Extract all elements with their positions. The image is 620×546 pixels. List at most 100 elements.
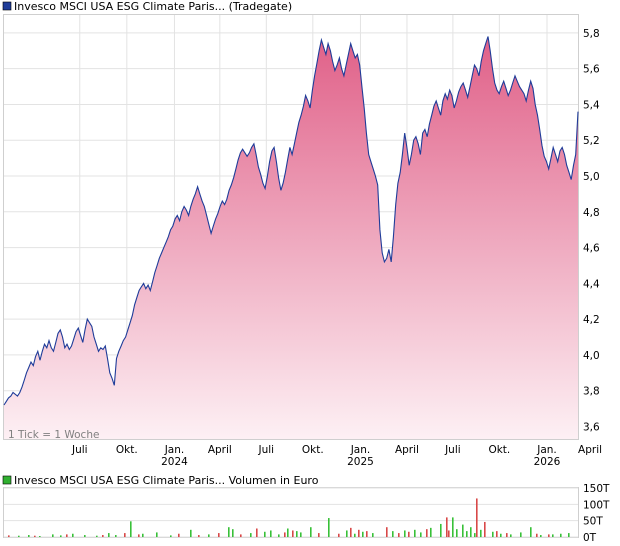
volume-bar — [430, 527, 432, 537]
volume-y-axis: 0T 50T 100T 150T — [583, 483, 610, 544]
volume-y-tick-label: 100T — [583, 499, 610, 511]
volume-bar — [510, 534, 512, 537]
volume-bar — [318, 533, 320, 537]
volume-bar — [354, 533, 356, 537]
volume-bar — [500, 533, 502, 537]
volume-bar — [60, 535, 62, 537]
volume-y-tick-label: 50T — [583, 516, 603, 528]
volume-bar — [466, 531, 468, 537]
volume-bar — [296, 531, 298, 537]
volume-bar — [568, 533, 570, 537]
volume-bar — [476, 498, 478, 537]
volume-bar — [218, 533, 220, 537]
volume-bar — [456, 529, 458, 537]
volume-bar — [84, 535, 86, 537]
volume-bar — [72, 533, 74, 537]
volume-bar — [350, 527, 352, 537]
price-y-tick-label: 5,6 — [583, 64, 600, 76]
volume-bar — [338, 533, 340, 537]
volume-bar — [156, 532, 158, 537]
price-y-tick-label: 5,8 — [583, 28, 600, 40]
volume-bar — [66, 534, 68, 537]
price-plot-frame — [3, 14, 579, 440]
volume-bar — [506, 533, 508, 537]
volume-bar — [420, 532, 422, 537]
volume-bars — [8, 498, 570, 537]
volume-bar — [404, 530, 406, 537]
volume-bar — [552, 534, 554, 537]
volume-bar — [115, 535, 117, 537]
volume-bar — [536, 533, 538, 537]
price-y-tick-label: 3,6 — [583, 421, 600, 433]
x-tick-year: 2024 — [161, 456, 188, 468]
volume-bar — [414, 529, 416, 537]
price-legend-swatch — [2, 1, 12, 11]
price-y-tick-label: 4,0 — [583, 350, 600, 362]
price-y-axis: 3,6 3,8 4,0 4,2 4,4 4,6 4,8 5,0 5,2 5,4 5,6 5,8 — [583, 28, 600, 434]
price-y-tick-label: 4,6 — [583, 243, 600, 255]
x-tick-label: April — [208, 444, 232, 456]
volume-bar — [328, 518, 330, 537]
volume-legend-swatch — [2, 475, 12, 485]
volume-bar — [138, 534, 140, 537]
x-tick-year: 2026 — [534, 456, 561, 468]
x-tick-label: Juli — [71, 444, 88, 456]
volume-bar — [8, 535, 10, 537]
volume-bar — [96, 535, 98, 537]
volume-bar — [520, 532, 522, 537]
volume-bar — [264, 531, 266, 537]
volume-bar — [240, 534, 242, 537]
volume-bar — [366, 531, 368, 537]
price-y-tick-label: 5,4 — [583, 99, 600, 111]
x-tick-label: April — [578, 444, 602, 456]
x-tick-label: Juli — [258, 444, 275, 456]
volume-bar — [300, 532, 302, 537]
volume-bar — [346, 530, 348, 537]
volume-bar — [108, 533, 110, 537]
volume-bar — [198, 535, 200, 537]
volume-bar — [170, 535, 172, 537]
volume-bar — [540, 535, 542, 537]
price-y-tick-label: 5,2 — [583, 135, 600, 147]
volume-bar — [484, 521, 486, 537]
price-y-tick-label: 4,8 — [583, 207, 600, 219]
volume-bar — [34, 535, 36, 537]
volume-bar — [408, 531, 410, 537]
volume-bar — [39, 536, 41, 537]
x-tick-label: April — [395, 444, 419, 456]
volume-bar — [440, 523, 442, 537]
volume-bar — [142, 533, 144, 537]
volume-bar — [292, 530, 294, 537]
volume-bar — [284, 532, 286, 537]
volume-bar — [372, 533, 374, 537]
volume-bar — [18, 535, 20, 537]
volume-bar — [548, 534, 550, 537]
volume-bar — [480, 529, 482, 537]
volume-bar — [232, 529, 234, 537]
x-tick-label: Okt. — [116, 444, 138, 456]
x-tick-label: Jan. — [164, 444, 185, 456]
volume-bar — [470, 527, 472, 537]
price-area-fill — [4, 36, 578, 439]
volume-bar — [492, 531, 494, 537]
volume-bar — [278, 534, 280, 537]
x-tick-year: 2025 — [347, 456, 374, 468]
volume-bar — [190, 529, 192, 537]
volume-bar — [448, 530, 450, 537]
volume-bar — [130, 521, 132, 537]
volume-plot-frame — [3, 487, 579, 538]
price-y-tick-label: 4,2 — [583, 314, 600, 326]
volume-bar — [426, 529, 428, 537]
volume-bar — [228, 527, 230, 537]
volume-bar — [208, 534, 210, 537]
volume-bar — [287, 528, 289, 537]
volume-bar — [530, 527, 532, 537]
price-y-tick-label: 3,8 — [583, 386, 600, 398]
volume-bar — [124, 533, 126, 537]
price-chart-title: Invesco MSCI USA ESG Climate Paris... (T… — [14, 0, 292, 13]
tick-note: 1 Tick = 1 Woche — [8, 429, 99, 441]
volume-bar — [392, 531, 394, 537]
volume-bar — [474, 533, 476, 537]
